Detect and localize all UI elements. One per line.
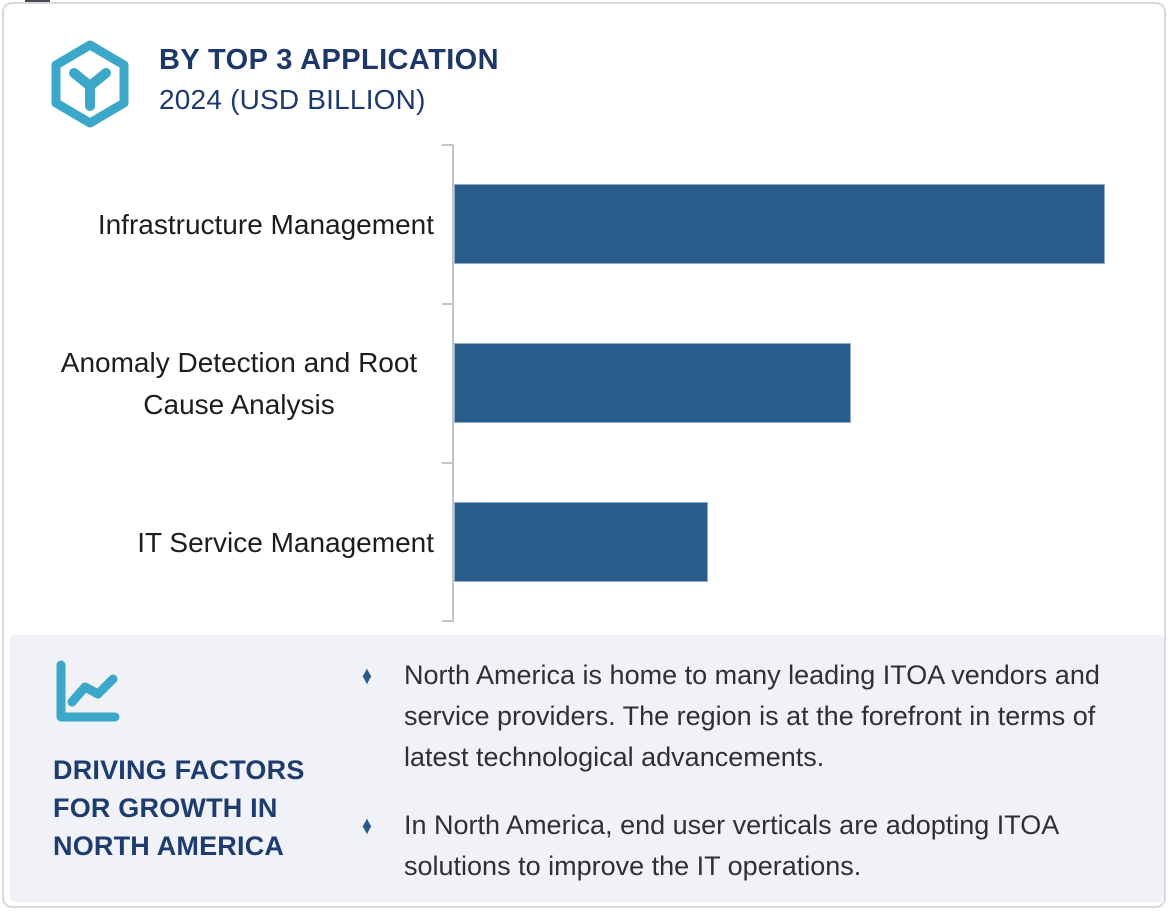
axis-tick xyxy=(442,303,453,305)
line-chart-icon xyxy=(56,660,120,722)
diamond-bullet-icon: ♦ xyxy=(362,810,372,840)
bar-anomaly-detection xyxy=(454,343,852,423)
category-label-infrastructure-management: Infrastructure Management xyxy=(97,208,434,240)
bar-row xyxy=(454,145,1118,304)
bar-row xyxy=(454,304,1118,463)
axis-tick xyxy=(442,462,453,464)
chart-subtitle: 2024 (USD BILLION) xyxy=(159,84,426,115)
category-label-row: Infrastructure Management xyxy=(44,145,434,304)
axis-tick xyxy=(442,144,453,146)
bullet-text-end-users: In North America, end user verticals are… xyxy=(404,810,1058,881)
driving-factors-heading: DRIVING FACTORS FOR GROWTH IN NORTH AMER… xyxy=(53,755,305,861)
chart-title: BY TOP 3 APPLICATION xyxy=(159,44,499,76)
list-item: ♦ In North America, end user verticals a… xyxy=(356,805,1146,887)
category-label-anomaly-detection: Anomaly Detection and Root Cause Analysi… xyxy=(60,346,418,420)
hexagon-y-logo-icon xyxy=(51,40,129,128)
category-label-row: IT Service Management xyxy=(44,463,434,622)
category-axis-labels: Infrastructure Management Anomaly Detect… xyxy=(44,145,434,622)
list-item: ♦ North America is home to many leading … xyxy=(356,655,1146,778)
category-axis-line xyxy=(452,145,454,622)
bar-plot-area xyxy=(454,145,1118,622)
bullet-text-vendors: North America is home to many leading IT… xyxy=(404,660,1100,772)
bar-it-service-management xyxy=(454,502,708,582)
axis-tick xyxy=(442,620,453,622)
category-label-it-service-management: IT Service Management xyxy=(137,526,434,558)
bar-infrastructure-management xyxy=(454,184,1105,264)
market-chart-card: BY TOP 3 APPLICATION 2024 (USD BILLION) … xyxy=(2,2,1166,908)
bar-row xyxy=(454,463,1118,622)
category-label-row: Anomaly Detection and Root Cause Analysi… xyxy=(44,304,434,463)
driving-factors-panel: DRIVING FACTORS FOR GROWTH IN NORTH AMER… xyxy=(10,635,1164,902)
chart-title-block: BY TOP 3 APPLICATION 2024 (USD BILLION) xyxy=(159,44,499,116)
diamond-bullet-icon: ♦ xyxy=(362,660,372,690)
driving-factors-list: ♦ North America is home to many leading … xyxy=(356,655,1146,887)
